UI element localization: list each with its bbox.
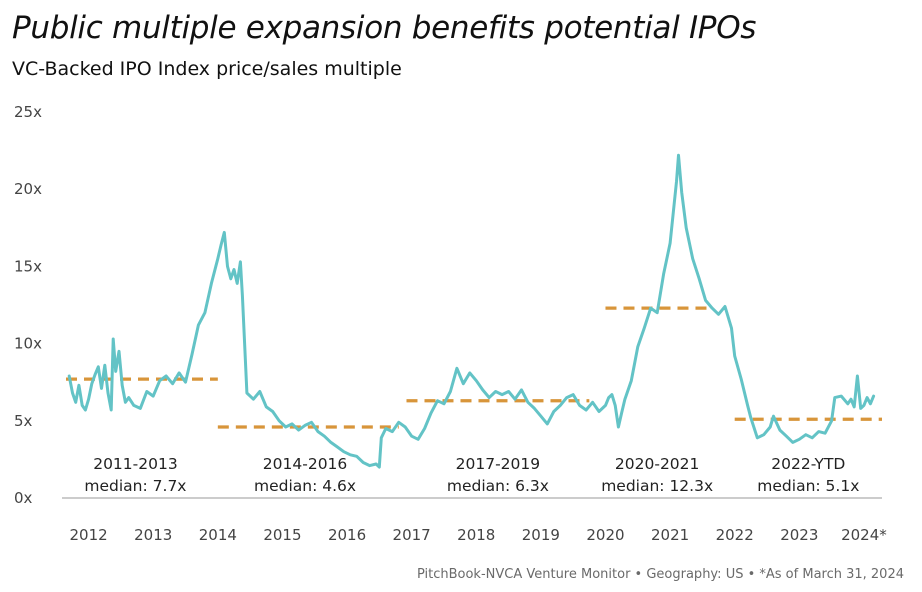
y-tick-label: 25x: [14, 103, 42, 121]
median-label: median: 12.3x: [601, 477, 713, 495]
x-tick-label: 2017: [393, 526, 431, 544]
period-label: 2022-YTD: [771, 455, 845, 473]
x-tick-label: 2020: [586, 526, 624, 544]
y-tick-label: 20x: [14, 180, 42, 198]
y-tick-label: 5x: [14, 412, 33, 430]
x-tick-label: 2015: [263, 526, 301, 544]
x-tick-label: 2021: [651, 526, 689, 544]
median-annotations: 2011-2013 median: 7.7x 2014-2016 median: 4.…: [84, 455, 859, 495]
x-tick-label: 2022: [716, 526, 754, 544]
x-tick-label: 2019: [522, 526, 560, 544]
x-tick-label: 2024*: [841, 526, 887, 544]
source-footer: PitchBook-NVCA Venture Monitor • Geograp…: [416, 567, 904, 582]
x-tick-label: 2013: [134, 526, 172, 544]
x-tick-label: 2014: [199, 526, 237, 544]
median-label: median: 6.3x: [447, 477, 549, 495]
period-label: 2011-2013: [93, 455, 178, 473]
y-tick-label: 10x: [14, 335, 42, 353]
y-tick-label: 15x: [14, 257, 42, 275]
series-line: [67, 153, 876, 469]
x-tick-label: 2012: [70, 526, 108, 544]
chart-subtitle: VC-Backed IPO Index price/sales multiple: [12, 58, 402, 80]
x-tick-label: 2016: [328, 526, 366, 544]
y-axis: 0x 5x 10x 15x 20x 25x: [14, 103, 42, 507]
chart-title: Public multiple expansion benefits poten…: [12, 10, 757, 46]
x-axis: 2012 2013 2014 2015 2016 2017 2018 2019 2020 2021…: [70, 526, 888, 544]
x-tick-label: 2018: [457, 526, 495, 544]
median-label: median: 5.1x: [757, 477, 859, 495]
median-lines: [66, 306, 882, 429]
period-label: 2014-2016: [263, 455, 348, 473]
median-label: median: 7.7x: [84, 477, 186, 495]
period-label: 2020-2021: [615, 455, 700, 473]
median-label: median: 4.6x: [254, 477, 356, 495]
period-label: 2017-2019: [456, 455, 541, 473]
y-tick-label: 0x: [14, 489, 33, 507]
x-tick-label: 2023: [780, 526, 818, 544]
